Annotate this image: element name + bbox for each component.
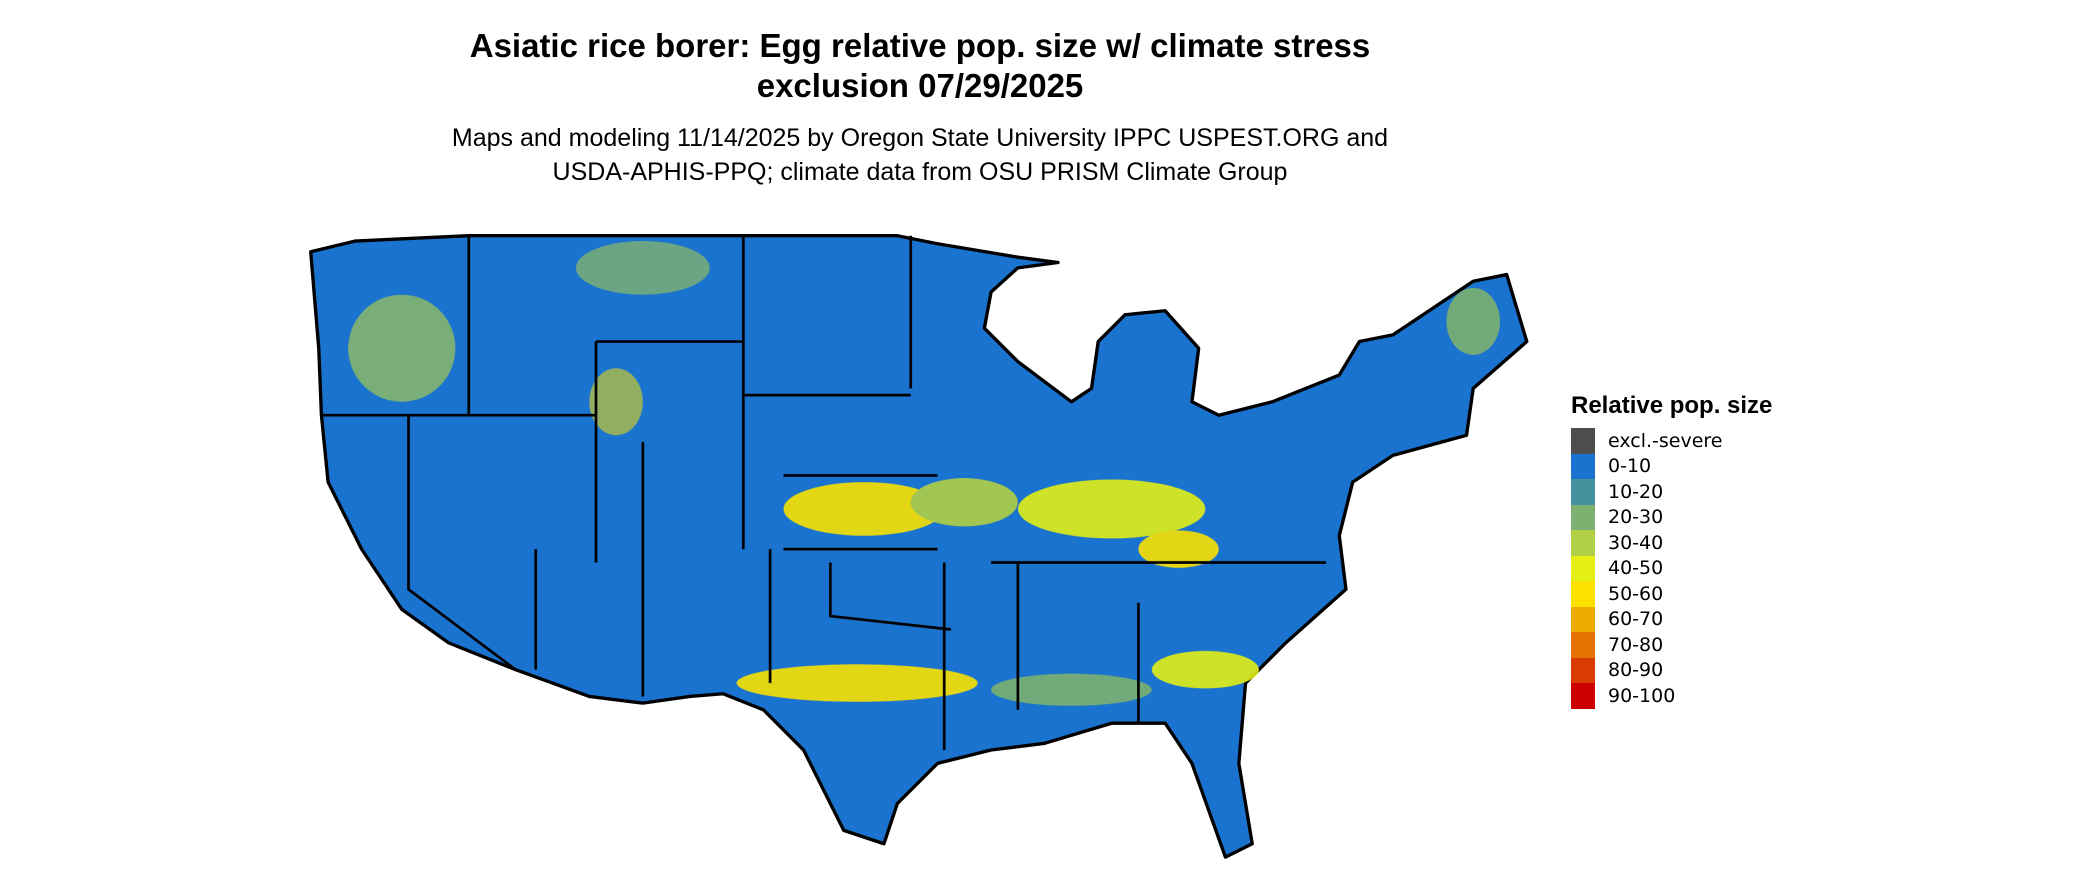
- legend-title: Relative pop. size: [1571, 392, 1773, 419]
- legend-item: 80-90: [1571, 657, 1772, 683]
- legend-swatch: [1571, 453, 1595, 479]
- legend-item: 30-40: [1571, 530, 1772, 556]
- legend-swatch: [1571, 632, 1595, 658]
- legend-swatch: [1571, 479, 1595, 505]
- legend-item: 10-20: [1571, 479, 1772, 505]
- legend-swatch: [1571, 606, 1595, 632]
- legend-swatch: [1571, 428, 1595, 454]
- legend-label: excl.-severe: [1608, 429, 1723, 452]
- legend-item: 70-80: [1571, 632, 1772, 658]
- legend-item: 20-30: [1571, 504, 1772, 530]
- subtitle-line2: USDA-APHIS-PPQ; climate data from OSU PR…: [552, 158, 1288, 186]
- conus-outline: [309, 234, 1529, 859]
- legend-swatch: [1571, 657, 1595, 683]
- legend-label: 20-30: [1608, 506, 1664, 529]
- map-title-line1: Asiatic rice borer: Egg relative pop. si…: [469, 27, 1371, 64]
- legend-label: 40-50: [1608, 557, 1664, 580]
- legend-label: 70-80: [1608, 633, 1664, 656]
- legend-swatch: [1571, 581, 1595, 607]
- legend-label: 10-20: [1608, 480, 1664, 503]
- legend-item: 50-60: [1571, 581, 1772, 607]
- legend-label: 60-70: [1608, 608, 1664, 631]
- suitability-patches: [348, 241, 1500, 706]
- legend-swatch: [1571, 683, 1595, 709]
- legend-label: 80-90: [1608, 659, 1664, 682]
- state-borders: [321, 235, 1326, 751]
- legend-item: 90-100: [1571, 683, 1772, 709]
- map-title-line2: exclusion 07/29/2025: [756, 67, 1084, 104]
- legend-item: excl.-severe: [1571, 428, 1772, 454]
- legend-item: 0-10: [1571, 453, 1772, 479]
- legend-label: 50-60: [1608, 582, 1664, 605]
- legend-swatch: [1571, 504, 1595, 530]
- legend-label: 30-40: [1608, 531, 1664, 554]
- legend-item: 60-70: [1571, 606, 1772, 632]
- legend-label: 0-10: [1608, 455, 1652, 478]
- legend: Relative pop. size excl.-severe 0-10 10-20…: [1571, 392, 1772, 709]
- legend-label: 90-100: [1608, 684, 1676, 707]
- subtitle-line1: Maps and modeling 11/14/2025 by Oregon S…: [451, 124, 1389, 152]
- legend-item: 40-50: [1571, 555, 1772, 581]
- legend-swatch: [1571, 530, 1595, 556]
- legend-swatch: [1571, 555, 1595, 581]
